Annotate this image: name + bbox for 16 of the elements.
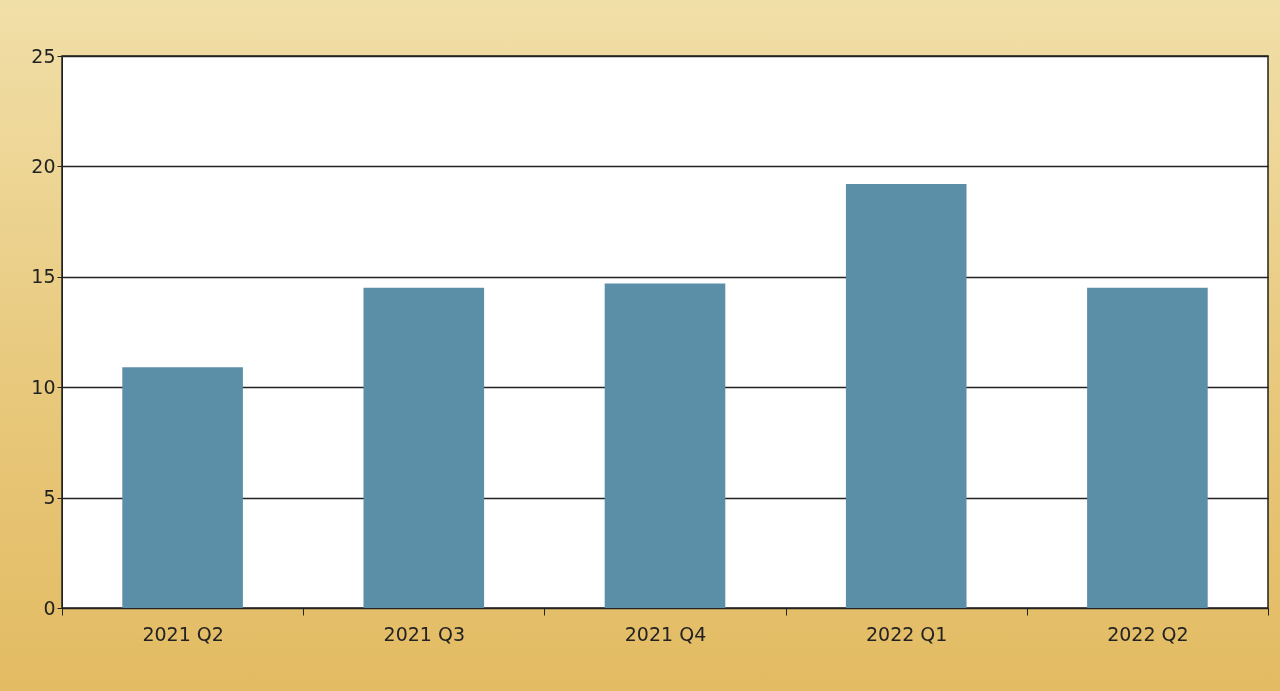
y-tick-label: 20 — [31, 154, 56, 177]
x-tick-label: 2021 Q4 — [624, 622, 707, 645]
y-tick-label: 10 — [31, 375, 56, 398]
y-tick-label: 5 — [43, 486, 56, 509]
x-tick-label: 2022 Q1 — [865, 622, 948, 645]
bar — [845, 184, 967, 608]
y-tick-label: 0 — [43, 596, 56, 619]
y-tick-label: 15 — [31, 265, 56, 288]
bar — [1087, 287, 1208, 608]
y-tick-label: 25 — [31, 44, 56, 67]
bar — [604, 283, 726, 608]
bar — [363, 287, 485, 608]
bar — [122, 367, 243, 608]
x-tick-label: 2021 Q2 — [142, 622, 224, 645]
x-tick-label: 2021 Q3 — [383, 622, 466, 645]
x-tick-label: 2022 Q2 — [1107, 622, 1189, 645]
